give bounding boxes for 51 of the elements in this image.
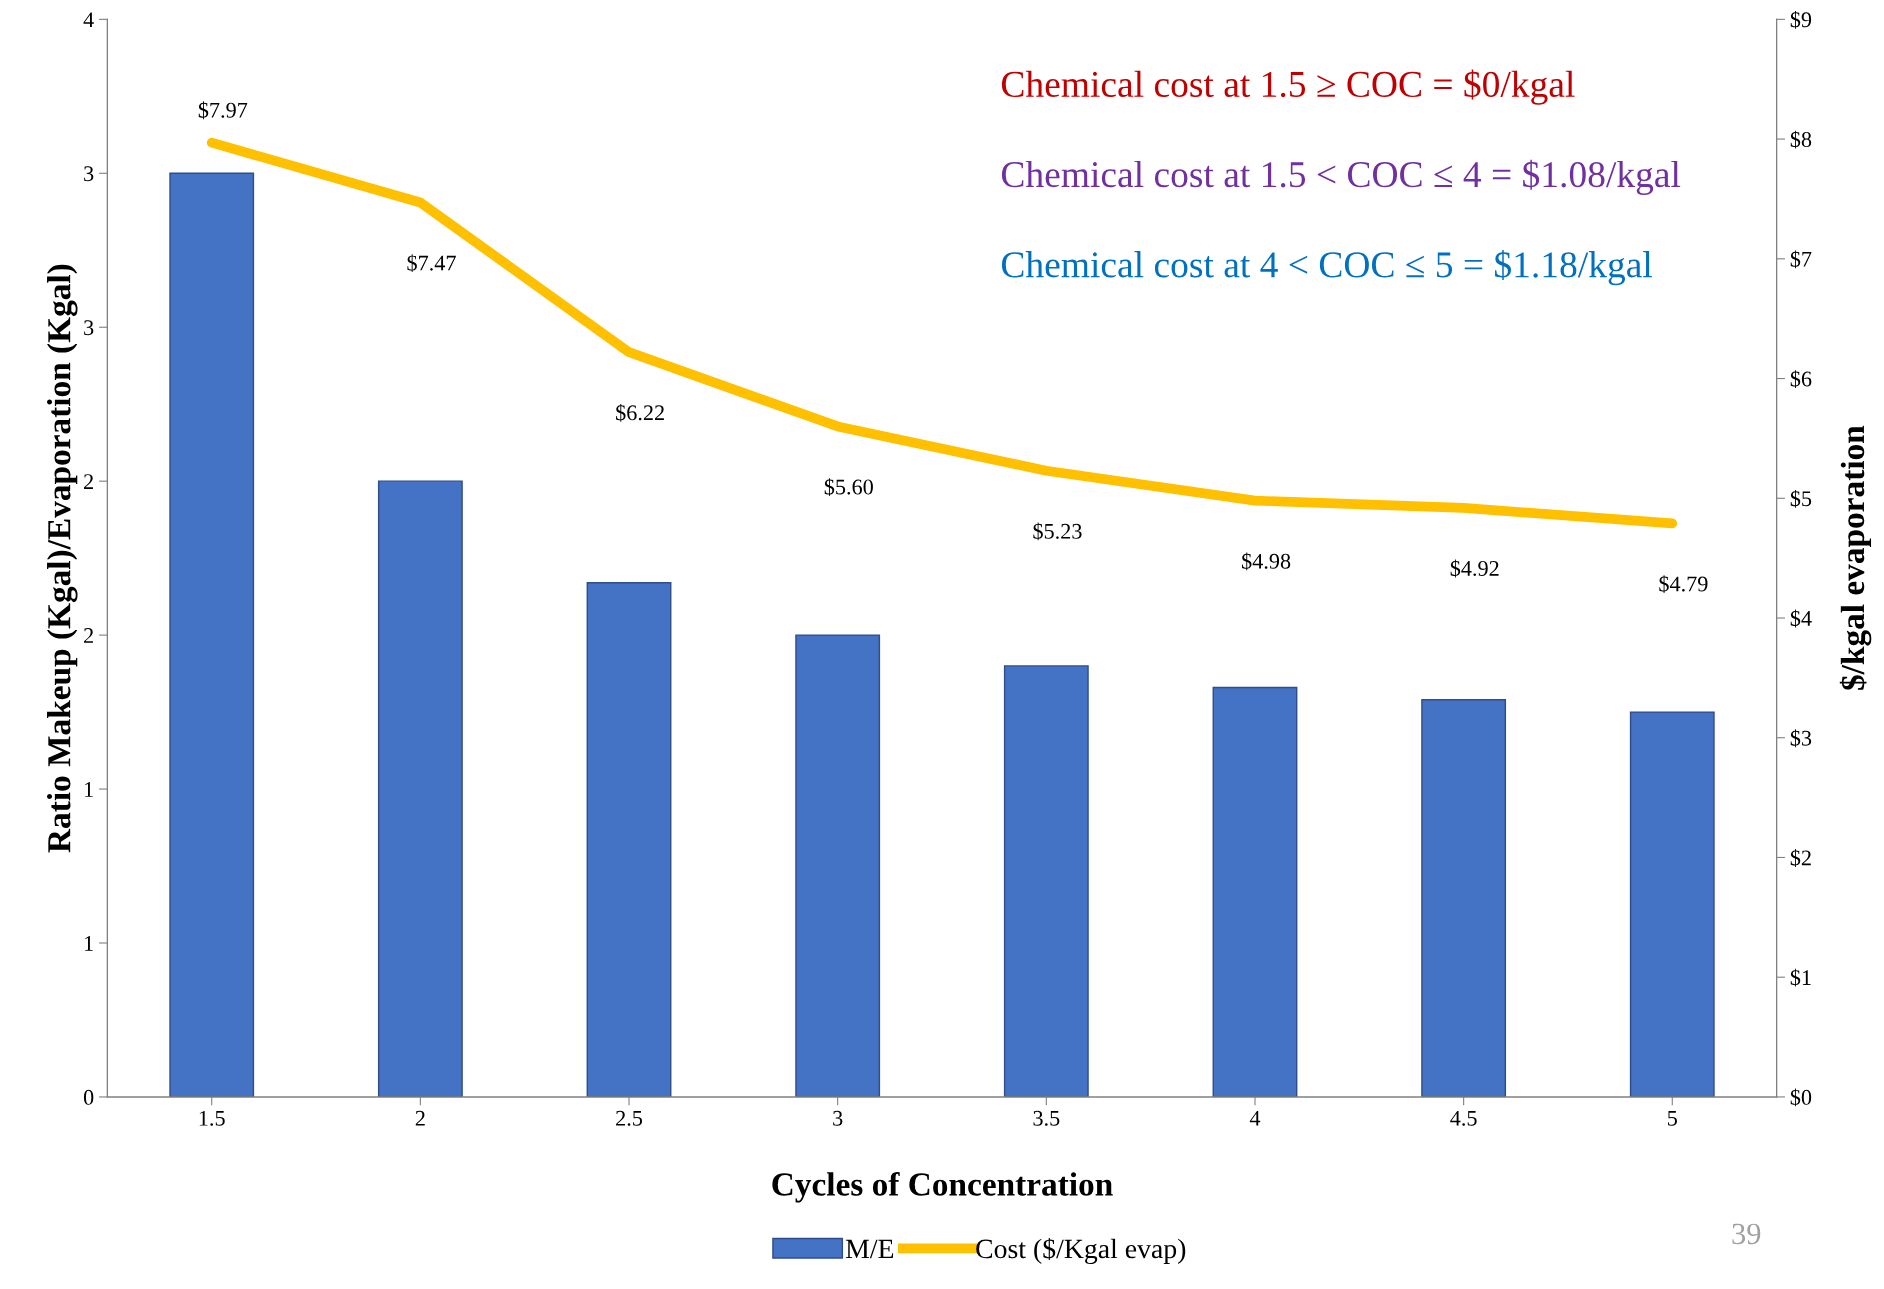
y2-tick-label: $1 xyxy=(1790,968,1811,987)
bar xyxy=(1629,711,1715,1097)
data-label: $5.60 xyxy=(824,478,873,496)
x-axis-title: Cycles of Concentration xyxy=(772,1171,1113,1203)
annotation: Chemical cost at 1.5 < COC ≤ 4 = $1.08/kgal xyxy=(1001,159,1681,195)
y-tick-label: 2 xyxy=(84,628,93,643)
bar xyxy=(1421,699,1507,1097)
y-tick-label: 4 xyxy=(83,12,94,28)
y2-tick-label: $4 xyxy=(1790,609,1812,628)
y-tick-label: 1 xyxy=(85,936,93,951)
y-tick-label: 1 xyxy=(85,782,93,797)
x-tick-label: 4.5 xyxy=(1450,1110,1477,1126)
data-label: $4.92 xyxy=(1450,559,1499,578)
legend-label: M/E xyxy=(845,1239,894,1259)
data-label: $6.22 xyxy=(616,403,664,422)
y-tick-label: 3 xyxy=(84,166,94,182)
y-tick-label: 3 xyxy=(84,320,94,336)
annotation: Chemical cost at 4 < COC ≤ 5 = $1.18/kgal xyxy=(1001,249,1653,286)
bar xyxy=(1003,665,1089,1097)
y-tick-label: 2 xyxy=(84,474,93,489)
x-tick-label: 5 xyxy=(1668,1111,1677,1126)
x-tick-label: 4 xyxy=(1249,1110,1261,1126)
bar xyxy=(586,582,672,1097)
data-label: $7.97 xyxy=(198,101,248,120)
y2-tick-label: $8 xyxy=(1790,130,1812,149)
bar xyxy=(377,480,463,1097)
y-axis-title: Ratio Makeup (Kgal)/Evaporation (Kgal) xyxy=(47,264,78,853)
x-tick-label: 1.5 xyxy=(199,1110,225,1126)
x-tick-label: 2.5 xyxy=(616,1110,643,1126)
data-label: $5.23 xyxy=(1033,522,1082,541)
y2-tick-label: $9 xyxy=(1790,10,1812,29)
y2-tick-label: $3 xyxy=(1790,729,1812,748)
bar xyxy=(169,172,255,1097)
x-tick-label: 3 xyxy=(833,1110,843,1126)
y2-axis-title: $/kgal evaporation xyxy=(1839,425,1872,690)
y2-tick-label: $2 xyxy=(1790,849,1811,867)
y2-tick-label: $6 xyxy=(1790,370,1812,388)
bar xyxy=(795,634,881,1097)
data-label: $7.47 xyxy=(407,254,456,273)
legend-label: Cost ($/Kgal evap) xyxy=(976,1237,1186,1264)
bar xyxy=(1212,686,1298,1097)
x-tick-label: 3.5 xyxy=(1033,1110,1060,1126)
text: 39 xyxy=(1732,1223,1761,1245)
y2-tick-label: $7 xyxy=(1790,250,1812,269)
x-tick-label: 2 xyxy=(415,1110,425,1126)
data-label: $4.79 xyxy=(1659,575,1708,593)
annotation: Chemical cost at 1.5 ≥ COC = $0/kgal xyxy=(1001,69,1575,105)
y2-tick-label: $0 xyxy=(1790,1088,1812,1107)
y-tick-label: 0 xyxy=(83,1089,94,1105)
data-label: $4.98 xyxy=(1242,552,1291,571)
y2-tick-label: $5 xyxy=(1790,489,1812,508)
